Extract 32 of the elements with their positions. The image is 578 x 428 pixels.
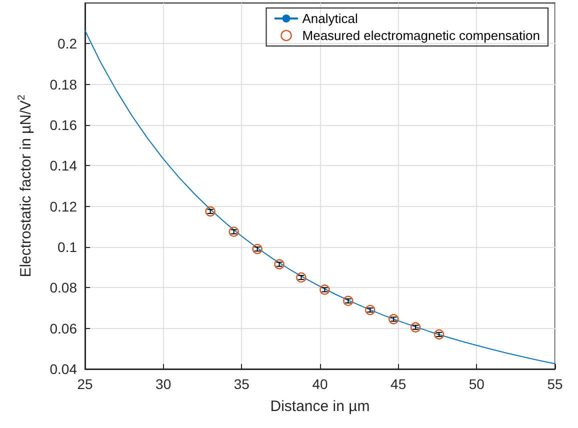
point [296, 272, 306, 283]
x-tick-label: 45 [390, 376, 406, 392]
point [274, 259, 284, 270]
y-tick-label: 0.18 [50, 76, 78, 92]
point [410, 322, 421, 332]
y-tick-label: 0.12 [50, 198, 78, 214]
point [252, 244, 262, 254]
y-tick-label: 0.2 [58, 36, 78, 52]
x-axis-title: Distance in µm [270, 398, 370, 415]
y-tick-label: 0.14 [50, 158, 78, 174]
y-tick-label: 0.06 [50, 320, 78, 336]
y-tick-label: 0.16 [50, 117, 78, 133]
point [205, 206, 216, 217]
point [388, 314, 399, 324]
x-tick-label: 55 [547, 376, 563, 392]
y-axis-title: Electrostatic factor in µN/V2 [16, 94, 34, 278]
point [228, 226, 239, 237]
legend-label: Measured electromagnetic compensation [302, 28, 540, 43]
x-tick-label: 50 [468, 376, 485, 392]
y-tick-label: 0.04 [50, 361, 78, 377]
point [343, 296, 354, 306]
y-tick-label: 0.08 [50, 280, 78, 296]
legend-label: Analytical [302, 11, 358, 26]
x-tick-label: 35 [234, 376, 250, 392]
x-tick-label: 25 [77, 376, 93, 392]
line-series [84, 30, 556, 364]
point [320, 284, 330, 295]
point [365, 304, 376, 316]
x-tick-label: 40 [312, 376, 328, 392]
y-tick-label: 0.1 [58, 239, 78, 255]
point [434, 329, 444, 340]
x-tick-label: 30 [156, 376, 172, 392]
